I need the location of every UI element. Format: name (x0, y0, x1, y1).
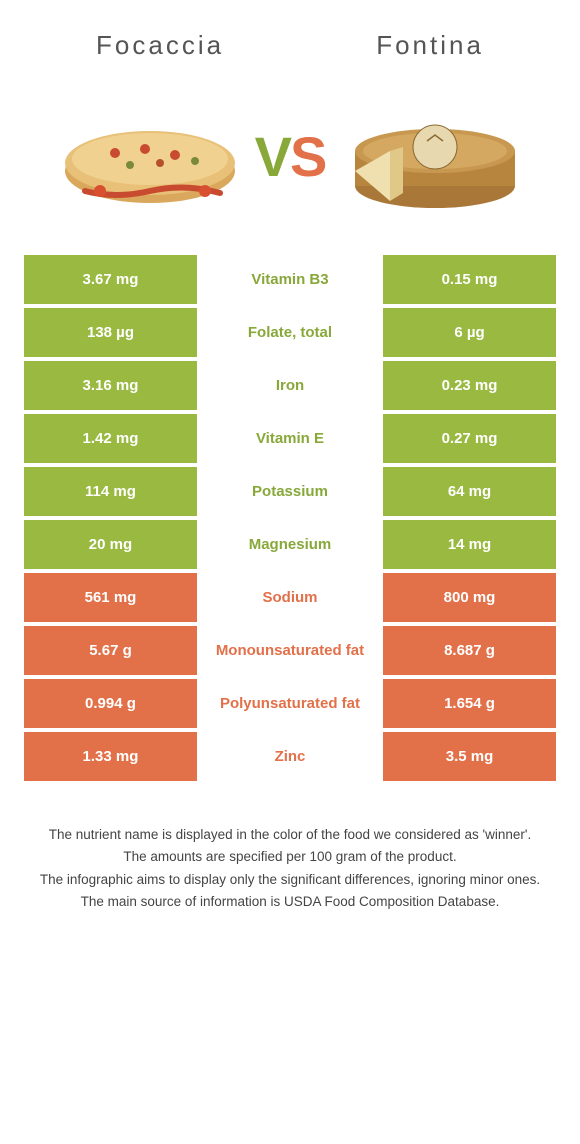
nutrient-label-cell: Potassium (201, 467, 379, 516)
table-row: 20 mgMagnesium14 mg (24, 520, 556, 569)
nutrient-label-cell: Folate, total (201, 308, 379, 357)
nutrient-label-cell: Magnesium (201, 520, 379, 569)
footer-line-3: The infographic aims to display only the… (30, 870, 550, 890)
focaccia-image (55, 91, 245, 221)
nutrient-label-cell: Vitamin E (201, 414, 379, 463)
right-value-cell: 800 mg (383, 573, 556, 622)
right-value-cell: 0.23 mg (383, 361, 556, 410)
vs-label: VS (255, 124, 326, 189)
footer-line-1: The nutrient name is displayed in the co… (30, 825, 550, 845)
fontina-image (335, 91, 525, 221)
footer-notes: The nutrient name is displayed in the co… (0, 785, 580, 934)
left-food-title: Focaccia (96, 30, 224, 61)
table-row: 138 µgFolate, total6 µg (24, 308, 556, 357)
left-value-cell: 138 µg (24, 308, 197, 357)
table-row: 114 mgPotassium64 mg (24, 467, 556, 516)
nutrient-label-cell: Polyunsaturated fat (201, 679, 379, 728)
left-value-cell: 3.16 mg (24, 361, 197, 410)
nutrient-label-cell: Vitamin B3 (201, 255, 379, 304)
vs-v-letter: V (255, 125, 290, 188)
left-value-cell: 20 mg (24, 520, 197, 569)
nutrient-table: 3.67 mgVitamin B30.15 mg138 µgFolate, to… (20, 251, 560, 785)
right-value-cell: 0.27 mg (383, 414, 556, 463)
nutrient-label-cell: Monounsaturated fat (201, 626, 379, 675)
table-row: 3.16 mgIron0.23 mg (24, 361, 556, 410)
left-value-cell: 0.994 g (24, 679, 197, 728)
left-value-cell: 5.67 g (24, 626, 197, 675)
table-row: 0.994 gPolyunsaturated fat1.654 g (24, 679, 556, 728)
left-value-cell: 3.67 mg (24, 255, 197, 304)
table-row: 3.67 mgVitamin B30.15 mg (24, 255, 556, 304)
left-value-cell: 1.33 mg (24, 732, 197, 781)
right-food-title: Fontina (376, 30, 484, 61)
right-value-cell: 64 mg (383, 467, 556, 516)
header-row: Focaccia Fontina (0, 0, 580, 71)
table-row: 1.33 mgZinc3.5 mg (24, 732, 556, 781)
nutrient-label-cell: Iron (201, 361, 379, 410)
images-row: VS (0, 71, 580, 251)
left-value-cell: 1.42 mg (24, 414, 197, 463)
nutrient-label-cell: Sodium (201, 573, 379, 622)
footer-line-2: The amounts are specified per 100 gram o… (30, 847, 550, 867)
left-value-cell: 114 mg (24, 467, 197, 516)
footer-line-4: The main source of information is USDA F… (30, 892, 550, 912)
right-value-cell: 0.15 mg (383, 255, 556, 304)
table-row: 561 mgSodium800 mg (24, 573, 556, 622)
right-value-cell: 1.654 g (383, 679, 556, 728)
vs-s-letter: S (290, 125, 325, 188)
nutrient-label-cell: Zinc (201, 732, 379, 781)
right-value-cell: 3.5 mg (383, 732, 556, 781)
table-row: 5.67 gMonounsaturated fat8.687 g (24, 626, 556, 675)
right-value-cell: 8.687 g (383, 626, 556, 675)
right-value-cell: 6 µg (383, 308, 556, 357)
right-value-cell: 14 mg (383, 520, 556, 569)
table-row: 1.42 mgVitamin E0.27 mg (24, 414, 556, 463)
left-value-cell: 561 mg (24, 573, 197, 622)
